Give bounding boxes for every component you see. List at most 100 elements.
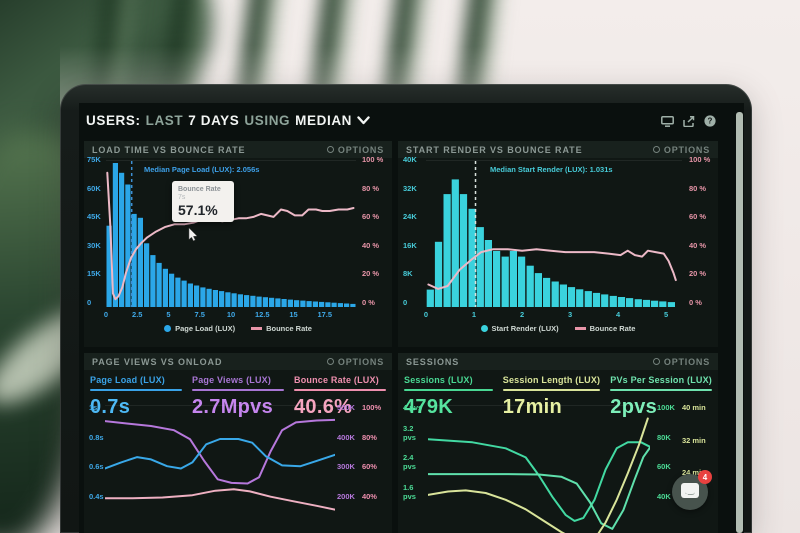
svg-text:?: ? [708,117,713,126]
axis-tick: 80K [657,432,671,442]
y-axis-left: 4 pvs 3.2 pvs 2.4 pvs 1.6 pvs [403,403,427,501]
axis-tick: 100 % [362,155,384,164]
metric-label: Bounce Rate (LUX) [294,375,379,385]
axis-tick: 0 [423,310,429,319]
metric: Page Load (LUX) 0.7s [90,375,182,419]
metric-underline [294,389,386,391]
options-button[interactable]: OPTIONS [326,145,384,155]
legend-label: Page Load (LUX) [175,324,236,333]
monitor-icon[interactable] [661,115,674,127]
panel-header: START RENDER VS BOUNCE RATE OPTIONS [398,141,718,158]
axis-tick: 80 % [689,183,707,193]
axis-tick: 60 % [689,212,707,222]
panel-load-time: LOAD TIME VS BOUNCE RATE OPTIONS 75K 60K 4… [84,141,392,347]
chat-badge: 4 [698,470,712,484]
chart-plot[interactable] [426,160,682,307]
chart-plot[interactable] [105,405,335,533]
legend-item: Page Load (LUX) [164,324,235,333]
axis-tick: 40 min [681,403,706,412]
axis-tick: 8K [403,269,413,279]
scrollbar[interactable] [736,112,743,533]
gear-icon [652,146,660,153]
chart-plot[interactable] [428,405,650,533]
share-icon[interactable] [683,115,695,127]
metric: Session Length (LUX) 17min [502,375,601,419]
tooltip-title: Bounce Rate [178,186,221,193]
axis-tick: 4 pvs [403,403,423,412]
metric-value: 17min [502,396,563,418]
axis-tick: 2.4 pvs [403,453,416,472]
axis-tick: 1 [471,310,477,319]
options-button[interactable]: OPTIONS [652,145,710,155]
axis-tick: 0.8s [89,432,104,442]
axis-tick: 16K [403,240,417,250]
options-button[interactable]: OPTIONS [652,357,710,367]
axis-tick: 0.6s [89,462,104,472]
gear-icon [652,358,660,365]
laptop-bezel: USERS: LAST 7 DAYS USING MEDIAN [60,84,752,533]
panel-header: PAGE VIEWS VS ONLOAD OPTIONS [84,353,392,370]
axis-tick: 5 [664,310,669,319]
axis-tick: 40% [361,491,377,501]
metric-underline [502,389,601,391]
chart-plot[interactable] [106,160,356,307]
panel-title: SESSIONS [406,356,460,367]
metric-underline [404,389,493,391]
metric: Sessions (LUX) 479K [404,375,493,419]
cursor-pointer-icon [188,228,198,241]
panel-title: PAGE VIEWS VS ONLOAD [92,356,223,367]
axis-tick: 0.4s [89,491,104,501]
chat-button[interactable]: 4 [672,470,712,510]
y-axis-left: 1s 0.8s 0.6s 0.4s [89,403,105,501]
legend-swatch [574,327,586,330]
axis-tick: 2.5 [132,310,143,319]
panel-header: LOAD TIME VS BOUNCE RATE OPTIONS [84,141,392,158]
users-range-dropdown[interactable]: USERS: LAST 7 DAYS USING MEDIAN [86,113,370,128]
options-button[interactable]: OPTIONS [326,357,384,367]
axis-tick: 40 % [689,240,707,250]
y-axis-right: 500K 400K 300K 200K 100% 80% 60% 40% [337,403,381,501]
metric-underline [192,389,284,391]
tooltip-value: 57.1% [178,202,218,218]
axis-tick: 4 [616,310,621,319]
legend-item: Start Render (LUX) [480,324,559,333]
y-axis-right: 100K 80K 60K 40K 40 min 32 min 24 min [657,403,706,501]
metric-value: 479K [404,396,454,418]
users-label: USERS: [86,113,141,128]
x-axis: 0 2.5 5 7.5 10 12.5 15 17.5 [104,310,356,319]
axis-tick: 80 % [362,183,380,193]
legend-label: Bounce Rate [266,324,312,333]
axis-tick: 15K [87,269,101,279]
axis-tick: 20 % [362,269,380,279]
axis-tick: 3 [567,310,573,319]
panel-sessions: SESSIONS OPTIONS Sessions (LUX) 479K Sessi… [398,353,718,533]
top-bar: USERS: LAST 7 DAYS USING MEDIAN [79,103,744,141]
y-axis-left: 75K 60K 45K 30K 15K 0 [87,155,105,307]
metric-row: Page Load (LUX) 0.7s Page Views (LUX) 2.7Mp… [90,375,386,419]
using-label: USING [244,113,291,128]
legend-swatch [480,325,488,332]
metric-label: Page Load (LUX) [90,375,166,385]
axis-tick: 0 % [362,297,375,307]
axis-tick: 300K [337,462,355,472]
x-axis: 0 1 2 3 4 5 [423,310,682,319]
axis-tick: 100K [657,403,675,412]
axis-tick: 60K [87,183,101,193]
axis-tick: 2 [519,310,525,319]
median-annotation: Median Start Render (LUX): 1.031s [490,165,613,174]
axis-tick: 100% [361,403,382,412]
axis-tick: 24 min [681,468,706,478]
metric: PVs Per Session (LUX) 2pvs [610,375,712,419]
axis-tick: 0 % [689,297,702,307]
legend-item: Bounce Rate [251,324,312,333]
legend-label: Bounce Rate [589,324,636,333]
metric-underline [90,389,182,391]
panel-page-views-onload: PAGE VIEWS VS ONLOAD OPTIONS Page Load (… [84,353,392,533]
median-annotation: Median Page Load (LUX): 2.056s [144,165,260,174]
chart-legend: Page Load (LUX) Bounce Rate [84,324,392,333]
legend-swatch [164,325,172,332]
axis-tick: 75K [87,155,101,164]
help-icon[interactable]: ? [704,115,716,127]
axis-tick: 0 [87,297,92,307]
legend-label: Start Render (LUX) [491,324,559,333]
